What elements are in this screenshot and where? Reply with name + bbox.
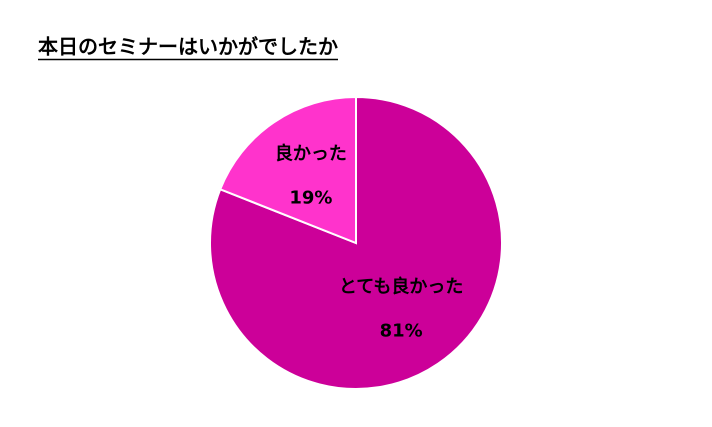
value-label: 19%	[289, 188, 332, 209]
pie-slice	[218, 95, 357, 245]
chart-title: 本日のセミナーはいかがでしたか	[38, 35, 338, 59]
value-label: 81%	[380, 320, 423, 341]
category-label: とても良かった	[339, 275, 464, 297]
category-label: 良かった	[275, 143, 347, 165]
